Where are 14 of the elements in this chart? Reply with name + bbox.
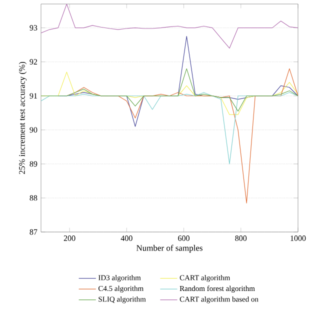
x-tick-label: 800 bbox=[235, 236, 247, 241]
x-axis-title: Number of samples bbox=[136, 244, 202, 253]
y-tick-label: 92 bbox=[30, 59, 38, 65]
y-tick-label: 89 bbox=[30, 161, 38, 167]
y-axis-title: 25% increment test accuracy (%) bbox=[18, 62, 27, 174]
x-tick-label: 1000 bbox=[290, 236, 306, 241]
y-tick-label: 91 bbox=[30, 93, 37, 99]
y-tick-label: 93 bbox=[30, 25, 38, 31]
y-tick-label: 88 bbox=[30, 195, 38, 201]
x-tick-label: 600 bbox=[178, 236, 190, 241]
x-tick-label: 400 bbox=[120, 236, 132, 241]
y-tick-label: 87 bbox=[30, 229, 38, 235]
y-tick-label: 90 bbox=[30, 127, 38, 133]
x-tick-label: 200 bbox=[64, 236, 76, 241]
